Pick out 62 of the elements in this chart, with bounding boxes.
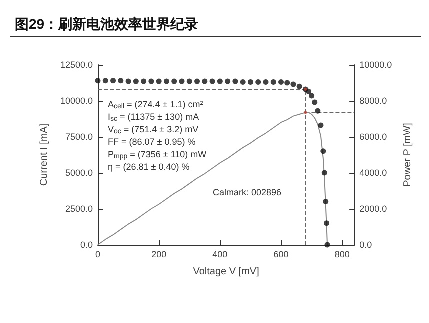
- point: [110, 78, 116, 84]
- point: [284, 80, 290, 86]
- point: [148, 78, 154, 84]
- y-tick-label: 5000.0: [65, 168, 93, 178]
- point: [324, 242, 330, 248]
- point: [225, 78, 231, 84]
- point: [194, 78, 200, 84]
- annotation: FF = (86.07 ± 0.95) %: [108, 136, 196, 147]
- y2-tick-label: 4000.0: [360, 168, 388, 178]
- point: [306, 88, 312, 94]
- point: [164, 78, 170, 84]
- point: [315, 108, 321, 114]
- x-tick-label: 0: [95, 250, 101, 260]
- point: [312, 100, 318, 106]
- annotation: η = (26.81 ± 0.40) %: [108, 162, 190, 172]
- point: [217, 78, 223, 84]
- point: [186, 78, 192, 84]
- annotation: Calmark: 002896: [213, 188, 282, 198]
- point: [296, 84, 302, 90]
- x-tick-label: 200: [152, 250, 167, 260]
- point: [318, 122, 324, 128]
- x-tick-label: 600: [274, 250, 289, 260]
- point: [323, 199, 329, 205]
- x-tick-label: 800: [334, 250, 350, 260]
- point: [290, 82, 296, 88]
- point: [179, 78, 185, 84]
- point: [118, 78, 124, 84]
- point: [309, 93, 315, 99]
- point: [202, 78, 208, 84]
- y2-tick-label: 0.0: [360, 240, 372, 250]
- point: [133, 78, 139, 84]
- x-axis-title: Voltage V [mV]: [193, 266, 260, 278]
- point: [172, 78, 178, 84]
- point: [270, 80, 276, 86]
- y2-tick-label: 8000.0: [360, 96, 388, 106]
- point: [248, 80, 254, 86]
- point: [256, 80, 262, 86]
- point: [320, 148, 326, 154]
- point: [324, 220, 330, 226]
- point: [322, 170, 328, 176]
- y-tick-label: 0.0: [80, 240, 93, 250]
- y-tick-label: 10000.0: [60, 96, 93, 106]
- point: [126, 78, 132, 84]
- y2-tick-label: 2000.0: [360, 204, 388, 214]
- point: [263, 80, 269, 86]
- point: [240, 80, 246, 86]
- y-tick-label: 12500.0: [60, 60, 93, 70]
- chart-title: 图29：刷新电池效率世界纪录: [15, 16, 199, 32]
- y-axis-title: Current I [mA]: [39, 124, 50, 186]
- x-tick-label: 400: [212, 250, 228, 260]
- point: [95, 78, 101, 84]
- point: [278, 80, 284, 86]
- y2-tick-label: 6000.0: [360, 132, 388, 142]
- y-tick-label: 7500.0: [65, 132, 93, 142]
- point: [102, 78, 108, 84]
- point: [232, 78, 238, 84]
- y2-axis-title: Power P [mW]: [402, 122, 414, 187]
- point: [210, 78, 216, 84]
- y-tick-label: 2500.0: [65, 204, 93, 214]
- point: [141, 78, 147, 84]
- point: [156, 78, 162, 84]
- y2-tick-label: 10000.0: [360, 60, 392, 70]
